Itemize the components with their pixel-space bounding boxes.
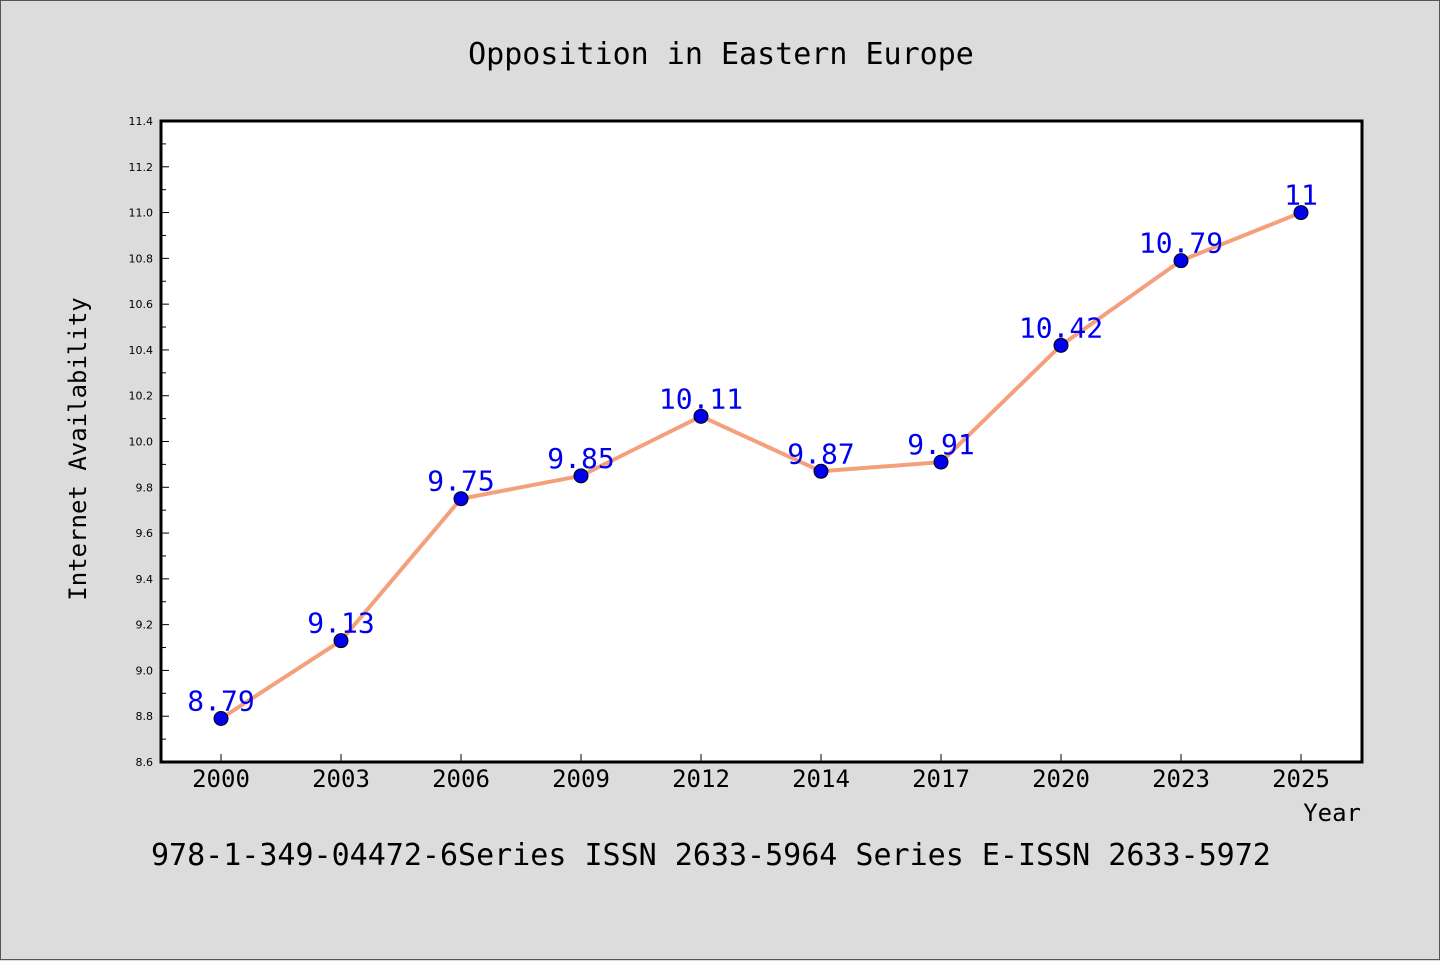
y-tick-label: 11.0 xyxy=(129,207,154,220)
x-tick-label: 2003 xyxy=(312,765,370,793)
y-axis: 8.6 8.8 9.0 9.2 9.4 9.6 9.8 10.0 10.2 10.4 10.6 10.… xyxy=(129,115,169,769)
y-tick-label: 9.4 xyxy=(136,573,154,586)
x-tick-label: 2017 xyxy=(912,765,970,793)
y-tick-label: 11.4 xyxy=(129,115,154,128)
x-tick-label: 2012 xyxy=(672,765,730,793)
data-point xyxy=(1173,253,1189,269)
y-tick-label: 9.8 xyxy=(136,481,154,494)
x-tick-label: 2023 xyxy=(1152,765,1210,793)
x-axis-label: Year xyxy=(1303,799,1361,827)
y-tick-label: 10.2 xyxy=(129,390,154,403)
data-point xyxy=(333,633,349,649)
y-tick-label: 10.4 xyxy=(129,344,154,357)
data-point xyxy=(573,468,589,484)
x-axis: 2000 2003 2006 2009 2012 2014 2017 2020 2023 2025 xyxy=(192,754,1330,793)
footer-text: 978-1-349-04472-6Series ISSN 2633-5964 S… xyxy=(151,838,1271,873)
y-tick-label: 9.0 xyxy=(136,664,154,677)
data-point xyxy=(1053,337,1069,353)
data-point xyxy=(453,491,469,507)
data-point xyxy=(1293,205,1309,221)
y-tick-label: 8.8 xyxy=(136,710,154,723)
y-tick-label: 9.6 xyxy=(136,527,154,540)
x-tick-label: 2009 xyxy=(552,765,610,793)
y-tick-label: 11.2 xyxy=(129,161,154,174)
x-tick-label: 2000 xyxy=(192,765,250,793)
series-line xyxy=(219,210,1302,721)
data-point xyxy=(813,463,829,479)
x-tick-label: 2014 xyxy=(792,765,850,793)
x-tick-label: 2020 xyxy=(1032,765,1090,793)
chart-title: Opposition in Eastern Europe xyxy=(468,37,974,72)
y-tick-label: 8.6 xyxy=(136,756,154,769)
data-point xyxy=(213,711,229,727)
x-tick-label: 2006 xyxy=(432,765,490,793)
y-tick-label: 9.2 xyxy=(136,619,154,632)
y-tick-label: 10.6 xyxy=(129,298,154,311)
data-point xyxy=(693,408,709,424)
y-axis-label: Internet Availability xyxy=(64,297,92,600)
plot-area xyxy=(159,119,1364,764)
data-point xyxy=(933,454,949,470)
x-tick-label: 2025 xyxy=(1272,765,1330,793)
y-tick-label: 10.8 xyxy=(129,252,154,265)
y-tick-label: 10.0 xyxy=(129,436,154,449)
